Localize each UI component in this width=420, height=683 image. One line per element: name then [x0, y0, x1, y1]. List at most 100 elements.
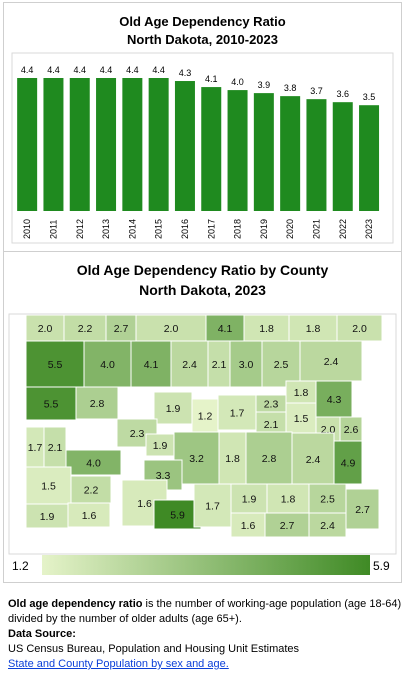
county-cell [191, 398, 219, 433]
map-title: Old Age Dependency Ratio by County North… [4, 260, 401, 300]
bar-value-label: 4.3 [179, 68, 192, 78]
county-value-label: 2.0 [164, 323, 179, 335]
bar [306, 99, 327, 211]
county-value-label: 1.7 [28, 442, 43, 454]
bar-chart-svg: 4.4 2010 4.4 2011 4.4 2012 4.4 2013 4.4 2014 4.4 20… [11, 52, 394, 244]
county-cell [25, 386, 77, 421]
county-cell [25, 466, 72, 505]
county-value-label: 4.0 [100, 359, 115, 371]
county-value-label: 1.8 [225, 453, 240, 465]
bar-value-label: 3.6 [336, 89, 349, 99]
county-value-label: 5.5 [48, 359, 63, 371]
county-value-label: 1.6 [82, 510, 97, 522]
x-tick-label: 2011 [48, 220, 58, 239]
x-tick-label: 2015 [154, 219, 164, 239]
definition-line1: Old age dependency ratio is the number o… [8, 597, 413, 612]
county-cell [170, 340, 209, 388]
county-value-label: 2.3 [264, 399, 279, 411]
county-value-label: 2.4 [306, 454, 321, 466]
county-value-label: 1.8 [281, 494, 296, 506]
legend-min-label: 1.2 [12, 559, 29, 573]
bar [359, 105, 380, 211]
county-value-label: 4.3 [327, 394, 342, 406]
county-cell [285, 402, 317, 434]
county-value-label: 1.9 [166, 403, 181, 415]
county-value-label: 2.2 [84, 485, 99, 497]
bar-value-label: 3.5 [363, 92, 376, 102]
county-value-label: 2.1 [48, 442, 63, 454]
county-cell [153, 499, 202, 530]
x-tick-label: 2012 [75, 219, 85, 239]
county-cell [291, 432, 335, 486]
county-cell [67, 502, 111, 528]
bar-value-label: 4.1 [205, 74, 218, 84]
bar-chart-panel: Old Age Dependency Ratio North Dakota, 2… [3, 2, 402, 252]
bar [280, 96, 301, 211]
county-value-label: 5.5 [44, 399, 59, 411]
x-tick-label: 2019 [259, 219, 269, 239]
county-cell [193, 483, 232, 528]
county-value-label: 4.1 [218, 323, 233, 335]
county-value-label: 2.4 [324, 356, 339, 368]
county-value-label: 1.5 [294, 413, 309, 425]
bar [17, 78, 38, 211]
county-value-label: 1.5 [41, 481, 56, 493]
bar-value-label: 3.8 [284, 83, 297, 93]
bar [69, 78, 90, 211]
county-cell [229, 340, 263, 388]
county-value-label: 2.7 [280, 520, 295, 532]
county-value-label: 2.3 [130, 428, 145, 440]
definition-line2: divided by the number of older adults (a… [8, 613, 242, 625]
x-tick-label: 2016 [180, 219, 190, 239]
county-cell [336, 314, 383, 342]
county-value-label: 4.1 [144, 359, 159, 371]
bar [148, 78, 169, 211]
county-value-label: 3.2 [189, 453, 204, 465]
x-tick-label: 2021 [311, 219, 321, 239]
legend-gradient [42, 555, 370, 575]
x-tick-label: 2020 [285, 219, 295, 239]
county-cell [299, 340, 363, 382]
county-value-label: 3.0 [239, 359, 254, 371]
bar-chart-title-line1: Old Age Dependency Ratio [119, 14, 286, 29]
county-cell [245, 431, 293, 485]
county-map-panel: Old Age Dependency Ratio by County North… [3, 252, 402, 583]
bar-value-label: 4.4 [47, 65, 60, 75]
county-value-label: 1.8 [294, 387, 309, 399]
county-cell [153, 391, 193, 425]
county-value-label: 4.0 [86, 458, 101, 470]
bar [201, 87, 222, 211]
county-value-label: 1.8 [306, 323, 321, 335]
bar [332, 102, 353, 211]
county-value-label: 2.4 [182, 359, 197, 371]
bar [96, 78, 117, 211]
county-value-label: 2.7 [114, 323, 129, 335]
county-value-label: 2.0 [352, 323, 367, 335]
county-cell [261, 340, 301, 388]
county-value-label: 2.4 [320, 520, 335, 532]
county-value-label: 1.6 [137, 498, 152, 510]
source-link[interactable]: State and County Population by sex and a… [8, 658, 229, 670]
county-value-label: 2.2 [78, 323, 93, 335]
source-heading: Data Source: [8, 628, 76, 640]
county-value-label: 2.5 [274, 359, 289, 371]
county-value-label: 2.7 [355, 504, 370, 516]
county-cell [264, 512, 310, 538]
bar [122, 78, 143, 211]
definition-text: is the number of working-age population … [142, 598, 402, 610]
county-value-label: 5.9 [170, 510, 185, 522]
map-frame [8, 313, 397, 555]
county-cell [75, 386, 119, 420]
bar-value-label: 4.4 [152, 65, 165, 75]
bar [227, 90, 248, 211]
county-value-label: 2.8 [262, 453, 277, 465]
county-cell [308, 512, 347, 538]
x-tick-label: 2014 [127, 219, 137, 239]
county-cell [243, 314, 290, 342]
county-value-label: 2.1 [264, 419, 279, 431]
county-value-label: 1.9 [40, 511, 55, 523]
bar-value-label: 3.9 [258, 80, 271, 90]
county-value-label: 2.5 [320, 494, 335, 506]
county-value-label: 2.6 [344, 424, 359, 436]
x-tick-label: 2013 [101, 219, 111, 239]
